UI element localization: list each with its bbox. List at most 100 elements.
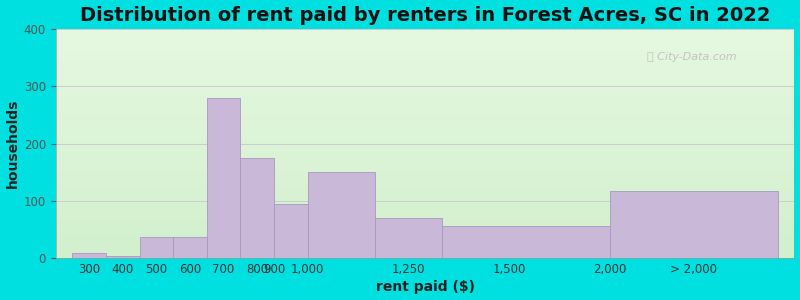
Bar	[56, 48, 794, 50]
Bar	[56, 198, 794, 199]
Bar	[56, 219, 794, 220]
Bar	[56, 158, 794, 159]
Bar	[56, 212, 794, 214]
Bar	[56, 171, 794, 172]
Bar	[56, 175, 794, 176]
Bar	[56, 67, 794, 68]
Bar	[56, 63, 794, 64]
Bar	[56, 112, 794, 113]
Bar	[56, 216, 794, 217]
Bar	[56, 231, 794, 232]
Bar	[56, 60, 794, 61]
Bar	[56, 132, 794, 133]
Bar	[56, 206, 794, 207]
Bar	[56, 224, 794, 225]
Bar	[56, 162, 794, 163]
Bar	[56, 217, 794, 218]
Bar	[56, 193, 794, 194]
Bar	[56, 88, 794, 90]
Bar	[56, 30, 794, 31]
Bar	[56, 124, 794, 125]
Bar	[56, 232, 794, 233]
Bar	[56, 250, 794, 251]
Bar	[56, 144, 794, 145]
Bar	[56, 128, 794, 129]
Bar	[56, 200, 794, 201]
Bar	[56, 58, 794, 59]
Bar	[56, 101, 794, 102]
Bar	[56, 210, 794, 211]
Bar	[56, 205, 794, 206]
Bar	[56, 230, 794, 231]
X-axis label: rent paid ($): rent paid ($)	[375, 280, 474, 294]
Bar	[56, 109, 794, 110]
Bar	[56, 85, 794, 86]
Bar	[56, 78, 794, 80]
Bar	[56, 179, 794, 180]
Bar	[56, 103, 794, 105]
Bar	[56, 141, 794, 142]
Bar	[56, 178, 794, 179]
Bar	[56, 222, 794, 223]
Bar	[56, 136, 794, 137]
Bar	[56, 153, 794, 154]
Bar	[56, 148, 794, 149]
Bar	[56, 53, 794, 54]
Bar	[56, 236, 794, 237]
Bar	[56, 47, 794, 48]
Bar	[56, 255, 794, 256]
Bar	[56, 225, 794, 226]
Bar	[56, 92, 794, 93]
Bar	[56, 248, 794, 249]
Bar	[56, 115, 794, 116]
Bar	[56, 86, 794, 87]
Bar	[56, 176, 794, 177]
Bar	[174, 237, 207, 258]
Bar	[610, 191, 778, 258]
Bar	[56, 118, 794, 120]
Bar	[56, 36, 794, 37]
Bar	[56, 166, 794, 167]
Bar	[56, 168, 794, 169]
Bar	[56, 226, 794, 227]
Bar	[56, 233, 794, 234]
Bar	[56, 146, 794, 147]
Bar	[56, 215, 794, 216]
Bar	[56, 196, 794, 198]
Bar	[56, 82, 794, 83]
Bar	[56, 68, 794, 69]
Bar	[56, 102, 794, 104]
Bar	[56, 134, 794, 136]
Bar	[56, 106, 794, 107]
Bar	[73, 253, 106, 258]
Bar	[56, 107, 794, 108]
Bar	[140, 237, 174, 258]
Bar	[56, 254, 794, 255]
Bar	[374, 218, 442, 258]
Bar	[56, 43, 794, 44]
Bar	[56, 242, 794, 244]
Bar	[56, 154, 794, 155]
Bar	[56, 180, 794, 181]
Bar	[56, 161, 794, 162]
Bar	[56, 139, 794, 140]
Bar	[56, 137, 794, 138]
Bar	[56, 55, 794, 56]
Bar	[56, 64, 794, 66]
Bar	[56, 173, 794, 175]
Bar	[56, 234, 794, 236]
Bar	[56, 32, 794, 34]
Bar	[56, 44, 794, 45]
Bar	[56, 201, 794, 202]
Bar	[56, 229, 794, 230]
Bar	[56, 46, 794, 47]
Bar	[56, 129, 794, 130]
Bar	[56, 87, 794, 88]
Bar	[56, 145, 794, 146]
Bar	[56, 156, 794, 158]
Bar	[56, 209, 794, 210]
Bar	[56, 120, 794, 121]
Bar	[56, 202, 794, 203]
Bar	[56, 142, 794, 144]
Bar	[56, 199, 794, 200]
